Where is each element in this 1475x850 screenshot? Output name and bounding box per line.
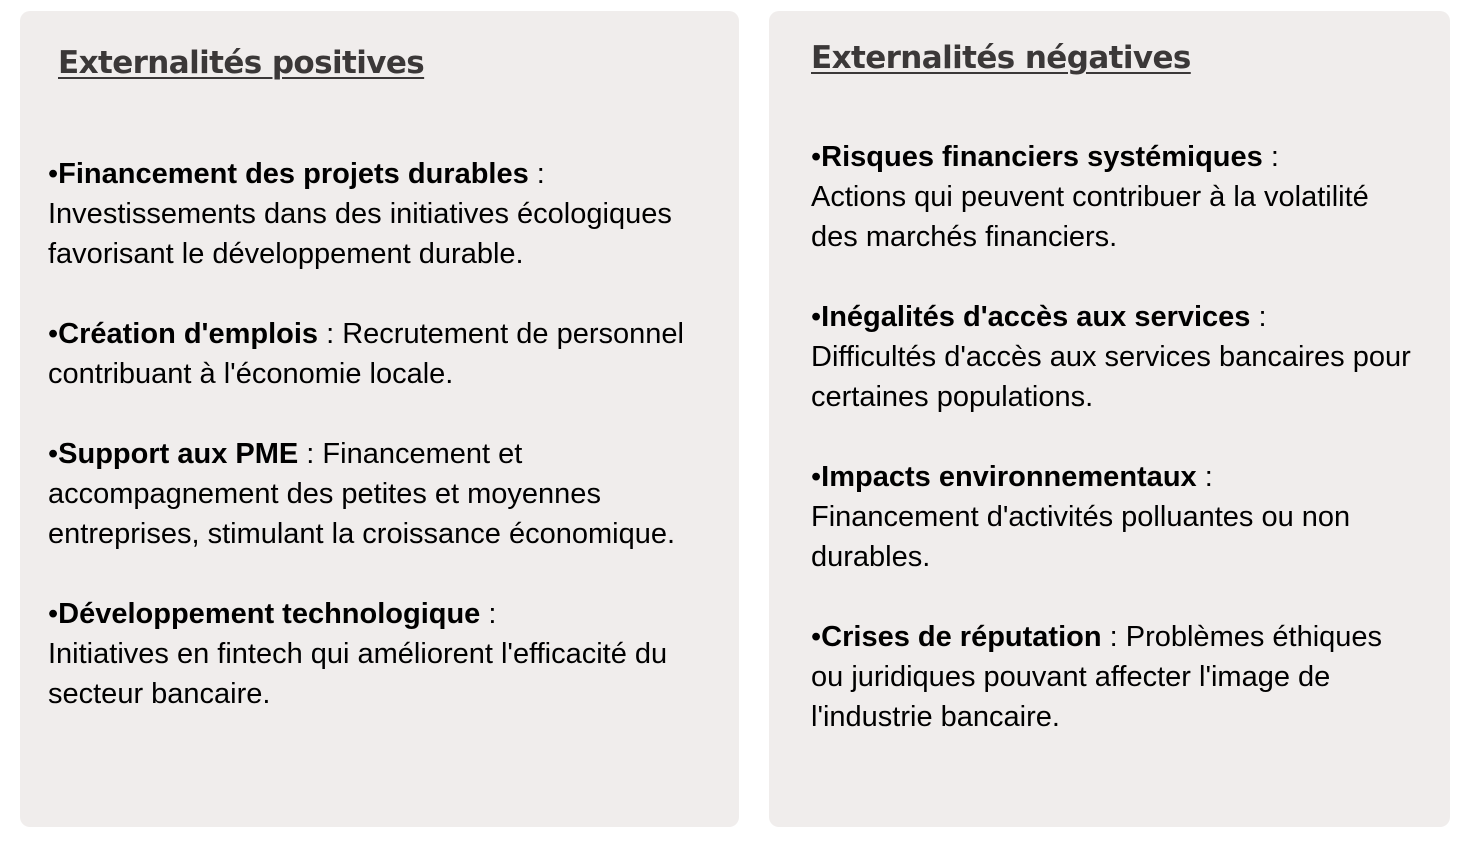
- positive-externalities-list: •Financement des projets durables : Inve…: [48, 154, 703, 714]
- item-separator: :: [298, 438, 323, 470]
- list-item: •Risques financiers systémiques : Action…: [811, 137, 1421, 257]
- item-separator: :: [1262, 141, 1279, 173]
- list-item: •Inégalités d'accès aux services : Diffi…: [811, 297, 1421, 417]
- item-separator: :: [1196, 461, 1213, 493]
- item-title: Support aux PME: [58, 438, 299, 470]
- bullet: •: [48, 318, 59, 350]
- item-description: Initiatives en fintech qui améliorent l'…: [48, 638, 668, 710]
- item-separator: :: [528, 158, 545, 190]
- item-title: Création d'emplois: [58, 318, 319, 350]
- positive-externalities-panel: Externalités positives •Financement des …: [20, 11, 739, 827]
- list-item: •Impacts environnementaux : Financement …: [811, 457, 1421, 577]
- bullet: •: [48, 598, 59, 630]
- negative-externalities-list: •Risques financiers systémiques : Action…: [811, 137, 1421, 737]
- bullet: •: [811, 301, 822, 333]
- item-title: Impacts environnementaux: [821, 461, 1197, 493]
- list-item: •Crises de réputation : Problèmes éthiqu…: [811, 617, 1421, 737]
- item-title: Développement technologique: [58, 598, 481, 630]
- bullet: •: [811, 141, 822, 173]
- item-title: Inégalités d'accès aux services: [821, 301, 1251, 333]
- bullet: •: [48, 438, 59, 470]
- item-separator: :: [318, 318, 343, 350]
- item-description: Recrutement de personnel contribuant à l…: [48, 318, 684, 390]
- item-description: Difficultés d'accès aux services bancair…: [811, 341, 1411, 413]
- list-item: •Financement des projets durables : Inve…: [48, 154, 703, 274]
- item-title: Crises de réputation: [821, 621, 1102, 653]
- list-item: •Support aux PME : Financement et accomp…: [48, 434, 703, 554]
- negative-externalities-panel: Externalités négatives •Risques financie…: [769, 11, 1450, 827]
- item-description: Problèmes éthiques ou juridiques pouvant…: [811, 621, 1383, 733]
- item-description: Financement d'activités polluantes ou no…: [811, 501, 1351, 573]
- item-description: Financement et accompagnement des petite…: [48, 438, 676, 550]
- list-item: •Développement technologique : Initiativ…: [48, 594, 703, 714]
- item-separator: :: [1250, 301, 1267, 333]
- item-title: Risques financiers systémiques: [821, 141, 1263, 173]
- bullet: •: [48, 158, 59, 190]
- negative-externalities-heading: Externalités négatives: [811, 40, 1191, 76]
- bullet: •: [811, 461, 822, 493]
- list-item: •Création d'emplois : Recrutement de per…: [48, 314, 703, 394]
- item-description: Actions qui peuvent contribuer à la vola…: [811, 181, 1369, 253]
- item-title: Financement des projets durables: [58, 158, 529, 190]
- item-separator: :: [1101, 621, 1126, 653]
- positive-externalities-heading: Externalités positives: [58, 45, 425, 81]
- item-description: Investissements dans des initiatives éco…: [48, 198, 672, 270]
- item-separator: :: [480, 598, 497, 630]
- bullet: •: [811, 621, 822, 653]
